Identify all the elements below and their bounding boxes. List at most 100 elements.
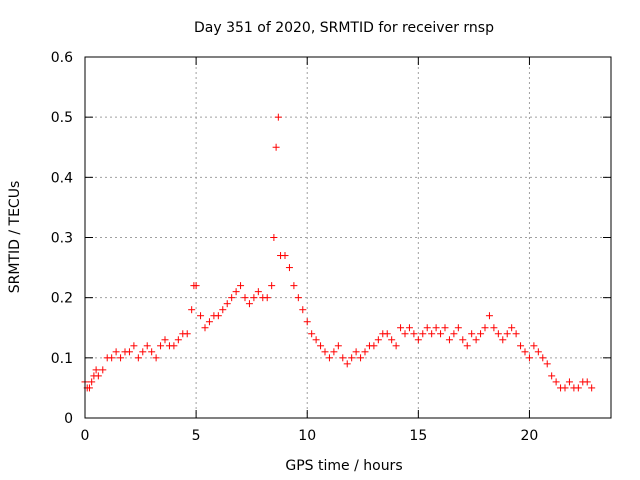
x-tick-label: 20 — [521, 428, 539, 444]
data-point — [215, 312, 222, 319]
y-axis-label: SRMTID / TECUs — [7, 181, 23, 294]
y-tick-label: 0.6 — [51, 50, 73, 66]
data-point — [428, 330, 435, 337]
data-point — [313, 336, 320, 343]
x-tick-label: 10 — [298, 428, 316, 444]
data-point — [393, 342, 400, 349]
data-point — [504, 330, 511, 337]
data-point — [499, 336, 506, 343]
data-point — [184, 330, 191, 337]
data-point — [415, 336, 422, 343]
data-point — [517, 342, 524, 349]
data-point — [108, 354, 115, 361]
data-point — [508, 324, 515, 331]
data-point — [464, 342, 471, 349]
data-point — [437, 330, 444, 337]
data-point — [157, 342, 164, 349]
data-points — [82, 114, 596, 392]
data-point — [250, 294, 257, 301]
data-point — [188, 306, 195, 313]
data-point — [286, 264, 293, 271]
data-point — [99, 366, 106, 373]
data-point — [270, 234, 277, 241]
data-point — [473, 336, 480, 343]
y-tick-label: 0.4 — [51, 170, 73, 186]
data-point — [397, 324, 404, 331]
data-point — [233, 288, 240, 295]
data-point — [335, 342, 342, 349]
data-point — [275, 114, 282, 121]
data-point — [95, 372, 102, 379]
data-point — [282, 252, 289, 259]
x-tick-label: 5 — [192, 428, 201, 444]
data-point — [353, 348, 360, 355]
data-point — [130, 342, 137, 349]
data-point — [93, 366, 100, 373]
data-point — [575, 384, 582, 391]
data-point — [144, 342, 151, 349]
data-point — [153, 354, 160, 361]
data-point — [268, 282, 275, 289]
data-point — [450, 330, 457, 337]
x-tick-label: 0 — [81, 428, 90, 444]
data-point — [530, 342, 537, 349]
data-point — [535, 348, 542, 355]
data-point — [588, 384, 595, 391]
y-tick-label: 0.5 — [51, 110, 73, 126]
data-point — [433, 324, 440, 331]
data-point — [237, 282, 244, 289]
data-point — [228, 294, 235, 301]
data-point — [290, 282, 297, 289]
data-point — [388, 336, 395, 343]
data-point — [410, 330, 417, 337]
data-point — [513, 330, 520, 337]
data-point — [348, 354, 355, 361]
data-point — [304, 318, 311, 325]
data-point — [446, 336, 453, 343]
data-point — [402, 330, 409, 337]
data-point — [375, 336, 382, 343]
chart: 0 5 10 15 2000.10.20.30.40.50.6 Day 351 of 2… — [0, 0, 640, 480]
data-point — [175, 336, 182, 343]
data-point — [139, 348, 146, 355]
y-tick-label: 0 — [64, 411, 73, 427]
data-point — [88, 378, 95, 385]
data-point — [330, 348, 337, 355]
data-point — [539, 354, 546, 361]
data-point — [468, 330, 475, 337]
data-point — [273, 144, 280, 151]
data-point — [357, 354, 364, 361]
data-point — [384, 330, 391, 337]
data-point — [370, 342, 377, 349]
data-point — [162, 336, 169, 343]
data-point — [322, 348, 329, 355]
data-point — [308, 330, 315, 337]
data-point — [117, 354, 124, 361]
data-point — [490, 324, 497, 331]
data-point — [442, 324, 449, 331]
data-point — [242, 294, 249, 301]
data-point — [477, 330, 484, 337]
data-point — [255, 288, 262, 295]
data-point — [522, 348, 529, 355]
data-point — [224, 300, 231, 307]
data-point — [482, 324, 489, 331]
data-point — [326, 354, 333, 361]
data-point — [264, 294, 271, 301]
data-point — [495, 330, 502, 337]
data-point — [126, 348, 133, 355]
y-tick-label: 0.3 — [51, 231, 73, 247]
data-point — [148, 348, 155, 355]
y-tick-label: 0.2 — [51, 291, 73, 307]
data-point — [135, 354, 142, 361]
data-point — [486, 312, 493, 319]
data-point — [299, 306, 306, 313]
data-point — [197, 312, 204, 319]
data-point — [584, 378, 591, 385]
axis-ticks: 0 5 10 15 20 0 0.1 0.2 0.3 0.4 0.5 0.6 — [51, 50, 611, 444]
data-point — [459, 336, 466, 343]
data-point — [295, 294, 302, 301]
data-point — [219, 306, 226, 313]
data-point — [424, 324, 431, 331]
data-point — [246, 300, 253, 307]
